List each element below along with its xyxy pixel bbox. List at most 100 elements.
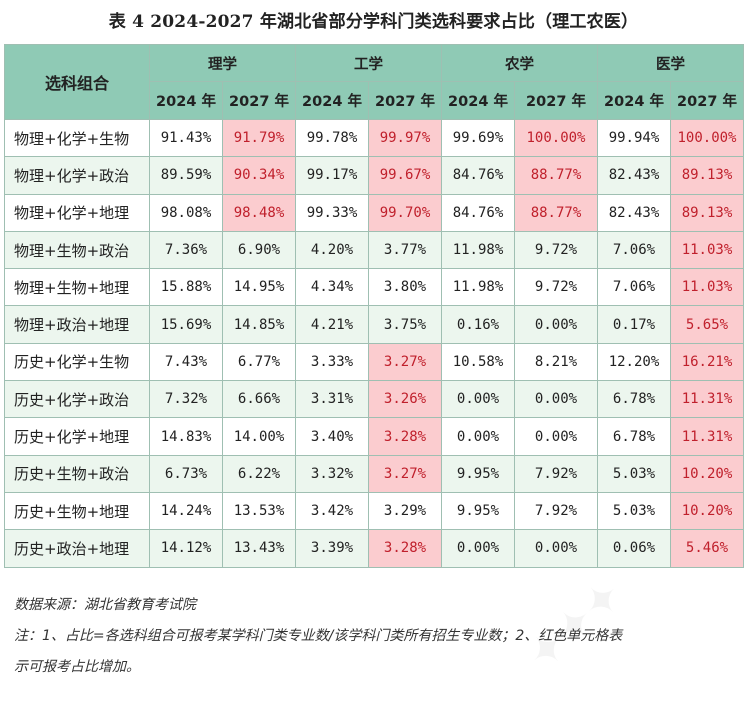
value-cell-increase: 11.31% (670, 417, 744, 456)
value-cell: 9.72% (514, 230, 598, 270)
value-cell-increase: 3.28% (368, 529, 442, 568)
table-row: 物理+生物+政治 7.36% 6.90% 4.20% 3.77% 11.98% 9.72% 7… (4, 230, 744, 270)
value-cell: 10.58% (441, 342, 515, 382)
value-cell: 3.42% (295, 491, 369, 531)
value-cell-increase: 10.20% (670, 454, 744, 493)
value-cell: 7.06% (597, 230, 671, 270)
value-cell: 0.00% (441, 417, 515, 456)
value-cell: 4.34% (295, 268, 369, 307)
value-cell: 3.39% (295, 529, 369, 568)
value-cell: 99.69% (441, 118, 515, 158)
combo-label: 历史+政治+地理 (4, 529, 150, 568)
value-cell: 5.03% (597, 491, 671, 531)
year-header: 2024 年 (597, 81, 671, 120)
value-cell: 4.20% (295, 230, 369, 270)
value-cell: 9.72% (514, 268, 598, 307)
value-cell: 99.17% (295, 156, 369, 195)
value-cell: 14.85% (222, 305, 296, 344)
value-cell: 0.00% (441, 380, 515, 419)
value-cell: 82.43% (597, 156, 671, 195)
year-header: 2024 年 (441, 81, 515, 120)
value-cell-increase: 3.27% (368, 454, 442, 493)
year-header: 2024 年 (149, 81, 223, 120)
value-cell: 0.16% (441, 305, 515, 344)
value-cell: 11.98% (441, 268, 515, 307)
value-cell-increase: 5.65% (670, 305, 744, 344)
value-cell: 6.22% (222, 454, 296, 493)
combo-label: 物理+化学+地理 (4, 193, 150, 232)
header-row-disciplines: 选科组合 理学 工学 农学 医学 (4, 44, 744, 120)
year-header: 2024 年 (295, 81, 369, 120)
value-cell: 3.32% (295, 454, 369, 493)
value-cell-increase: 90.34% (222, 156, 296, 195)
value-cell-increase: 11.31% (670, 380, 744, 419)
value-cell-increase: 100.00% (514, 118, 598, 158)
value-cell: 99.94% (597, 118, 671, 158)
value-cell-increase: 99.70% (368, 193, 442, 232)
value-cell: 84.76% (441, 193, 515, 232)
value-cell-increase: 99.97% (368, 118, 442, 158)
value-cell: 8.21% (514, 342, 598, 382)
combo-label: 物理+化学+政治 (4, 156, 150, 195)
combo-label: 历史+化学+政治 (4, 380, 150, 419)
combo-column-header: 选科组合 (4, 44, 150, 120)
value-cell: 0.00% (514, 380, 598, 419)
value-cell: 91.43% (149, 118, 223, 158)
value-cell: 13.53% (222, 491, 296, 531)
value-cell-increase: 89.13% (670, 193, 744, 232)
footnote-line: 注：1、占比=各选科组合可报考某学科门类专业数/该学科门类所有招生专业数；2、红… (14, 628, 623, 644)
value-cell: 6.77% (222, 342, 296, 382)
value-cell: 0.00% (441, 529, 515, 568)
value-cell: 99.33% (295, 193, 369, 232)
value-cell: 9.95% (441, 454, 515, 493)
value-cell: 0.00% (514, 417, 598, 456)
value-cell: 84.76% (441, 156, 515, 195)
value-cell: 7.06% (597, 268, 671, 307)
value-cell: 13.43% (222, 529, 296, 568)
value-cell-increase: 3.26% (368, 380, 442, 419)
value-cell-increase: 91.79% (222, 118, 296, 158)
table-row: 历史+化学+地理 14.83% 14.00% 3.40% 3.28% 0.00% 0.00%… (4, 417, 744, 456)
value-cell-increase: 10.20% (670, 491, 744, 531)
table-row: 历史+化学+生物 7.43% 6.77% 3.33% 3.27% 10.58% 8.21% 1… (4, 342, 744, 382)
discipline-header: 农学 (441, 44, 598, 82)
value-cell: 14.24% (149, 491, 223, 531)
value-cell: 7.32% (149, 380, 223, 419)
data-source-note: 数据来源：湖北省教育考试院 (14, 597, 196, 613)
combo-label: 历史+生物+地理 (4, 491, 150, 531)
combo-label: 物理+化学+生物 (4, 118, 150, 158)
value-cell: 3.75% (368, 305, 442, 344)
value-cell-increase: 3.27% (368, 342, 442, 382)
value-cell: 0.00% (514, 529, 598, 568)
combo-label: 物理+生物+政治 (4, 230, 150, 270)
table-row: 物理+政治+地理 15.69% 14.85% 4.21% 3.75% 0.16% 0.00%… (4, 305, 744, 344)
table-row: 历史+生物+地理 14.24% 13.53% 3.42% 3.29% 9.95% 7.92%… (4, 491, 744, 531)
combo-label: 历史+化学+生物 (4, 342, 150, 382)
value-cell: 0.17% (597, 305, 671, 344)
value-cell: 3.77% (368, 230, 442, 270)
value-cell: 5.03% (597, 454, 671, 493)
value-cell: 6.78% (597, 417, 671, 456)
value-cell: 0.06% (597, 529, 671, 568)
combo-label: 历史+生物+政治 (4, 454, 150, 493)
value-cell: 6.66% (222, 380, 296, 419)
year-header: 2027 年 (222, 81, 296, 120)
value-cell-increase: 99.67% (368, 156, 442, 195)
table-title: 表 4 2024-2027 年湖北省部分学科门类选科要求占比（理工农医） (108, 12, 639, 32)
value-cell-increase: 16.21% (670, 342, 744, 382)
combo-label: 物理+政治+地理 (4, 305, 150, 344)
value-cell: 6.73% (149, 454, 223, 493)
value-cell-increase: 89.13% (670, 156, 744, 195)
year-header: 2027 年 (368, 81, 442, 120)
value-cell: 0.00% (514, 305, 598, 344)
value-cell-increase: 98.48% (222, 193, 296, 232)
table-row: 历史+生物+政治 6.73% 6.22% 3.32% 3.27% 9.95% 7.92% 5.… (4, 454, 744, 493)
value-cell: 3.40% (295, 417, 369, 456)
value-cell: 7.92% (514, 491, 598, 531)
year-header: 2027 年 (514, 81, 598, 120)
year-header: 2027 年 (670, 81, 744, 120)
footnote-line: 示可报考占比增加。 (14, 659, 140, 675)
value-cell-increase: 11.03% (670, 230, 744, 270)
table-row: 历史+政治+地理 14.12% 13.43% 3.39% 3.28% 0.00% 0.00%… (4, 529, 744, 568)
